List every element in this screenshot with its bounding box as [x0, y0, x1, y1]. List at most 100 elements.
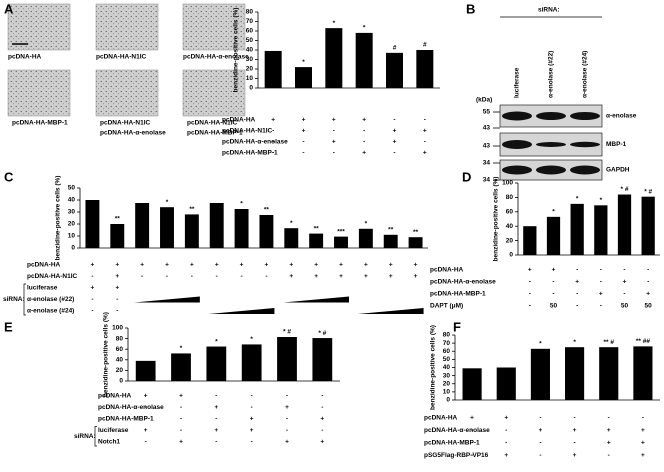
y-tick-label: 10 — [443, 389, 451, 396]
condition-sign: - — [539, 452, 541, 459]
y-tick-label: 80 — [443, 332, 451, 339]
y-tick-label: 60 — [116, 346, 124, 353]
condition-sign: - — [471, 440, 473, 447]
condition-sign: - — [116, 296, 118, 303]
condition-sign: + — [414, 273, 418, 280]
condition-sign: + — [641, 452, 645, 459]
condition-label: pSG5Flag-RBP-VP16 — [424, 452, 489, 459]
y-axis-label: benzidine-positive cells (%) — [233, 8, 240, 93]
bar — [259, 215, 274, 248]
condition-sign: - — [539, 415, 541, 422]
condition-label: DAPT (μM) — [430, 303, 463, 310]
condition-label: pcDNA-HA-MBP-1 — [222, 150, 278, 157]
significance-mark: ** — [413, 229, 419, 236]
condition-sign: + — [314, 273, 318, 280]
condition-sign: + — [179, 439, 183, 446]
significance-mark: * — [363, 25, 366, 32]
condition-sign: 50 — [621, 303, 629, 310]
condition-sign: - — [116, 308, 118, 315]
condition-sign: - — [576, 267, 578, 274]
significance-mark: * # — [621, 186, 629, 193]
condition-sign: + — [271, 117, 275, 124]
band-label: MBP-1 — [606, 141, 627, 148]
condition-sign: - — [552, 291, 554, 298]
blot-band — [570, 141, 600, 148]
condition-sign: + — [332, 117, 336, 124]
condition-sign: - — [363, 128, 365, 135]
condition-sign: + — [539, 427, 543, 434]
significance-mark: * — [365, 221, 368, 228]
significance-mark: ** — [388, 227, 394, 234]
lane-label: luciferase — [514, 67, 521, 98]
bar — [312, 338, 333, 381]
condition-sign: - — [251, 439, 253, 446]
condition-sign: + — [302, 117, 306, 124]
condition-sign: - — [600, 303, 602, 310]
y-tick-label: 20 — [506, 237, 514, 244]
bar — [599, 347, 619, 400]
condition-sign: - — [251, 404, 253, 411]
bar — [135, 360, 156, 381]
bar — [334, 236, 348, 248]
panel-label: E — [4, 319, 13, 334]
bar — [277, 337, 297, 381]
condition-sign: - — [215, 416, 217, 423]
y-tick-label: 0 — [509, 252, 513, 259]
condition-sign: - — [424, 117, 426, 124]
condition-sign: + — [470, 415, 474, 422]
condition-sign: + — [250, 416, 254, 423]
significance-mark: ** — [189, 206, 195, 213]
condition-sign: + — [115, 262, 119, 269]
condition-sign: - — [286, 427, 288, 434]
condition-sign: + — [214, 404, 218, 411]
condition-sign: + — [573, 452, 577, 459]
condition-sign: - — [552, 279, 554, 286]
condition-sign: - — [215, 439, 217, 446]
condition-sign: - — [471, 427, 473, 434]
condition-sign: + — [393, 128, 397, 135]
y-tick-label: 60 — [443, 348, 451, 355]
significance-mark: *** — [337, 228, 345, 235]
y-tick-label: 50 — [246, 37, 254, 44]
condition-sign: - — [647, 279, 649, 286]
y-axis-label: benzidine-positive cells (%) — [493, 177, 500, 262]
condition-sign: + — [623, 279, 627, 286]
condition-sign: - — [529, 279, 531, 286]
condition-sign: + — [362, 117, 366, 124]
significance-mark: * — [250, 336, 253, 343]
condition-sign: + — [423, 128, 427, 135]
bar — [546, 216, 561, 255]
condition-sign: - — [623, 267, 625, 274]
condition-sign: + — [575, 279, 579, 286]
bar — [355, 32, 373, 88]
significance-mark: * — [180, 345, 183, 352]
condition-sign: - — [333, 150, 335, 157]
y-tick-label: 50 — [68, 185, 76, 192]
y-tick-label: 60 — [246, 28, 254, 35]
condition-sign: - — [91, 273, 93, 280]
condition-sign: - — [608, 452, 610, 459]
condition-label: pcDNA-HA — [424, 415, 458, 422]
condition-sign: + — [389, 273, 393, 280]
condition-label: α-enolase (#24) — [27, 308, 74, 315]
condition-sign: + — [250, 427, 254, 434]
condition-sign: - — [180, 416, 182, 423]
condition-sign: - — [393, 117, 395, 124]
micrograph-label: pcDNA-HA-α-enolase — [183, 54, 249, 61]
y-tick-label: 40 — [506, 223, 514, 230]
condition-sign: - — [91, 296, 93, 303]
micrograph-label: pcDNA-HA-MBP-1 — [12, 120, 68, 127]
bar — [110, 224, 125, 248]
panel-label: A — [4, 1, 14, 16]
condition-sign: - — [529, 291, 531, 298]
significance-mark: ** # — [604, 339, 615, 346]
condition-sign: - — [647, 267, 649, 274]
bar — [160, 207, 174, 248]
micrograph — [7, 69, 71, 117]
condition-label: pcDNA-HA-MBP-1 — [424, 440, 480, 447]
significance-mark: * — [290, 220, 293, 227]
condition-sign: - — [180, 404, 182, 411]
condition-sign: - — [539, 440, 541, 447]
bar — [325, 28, 343, 88]
